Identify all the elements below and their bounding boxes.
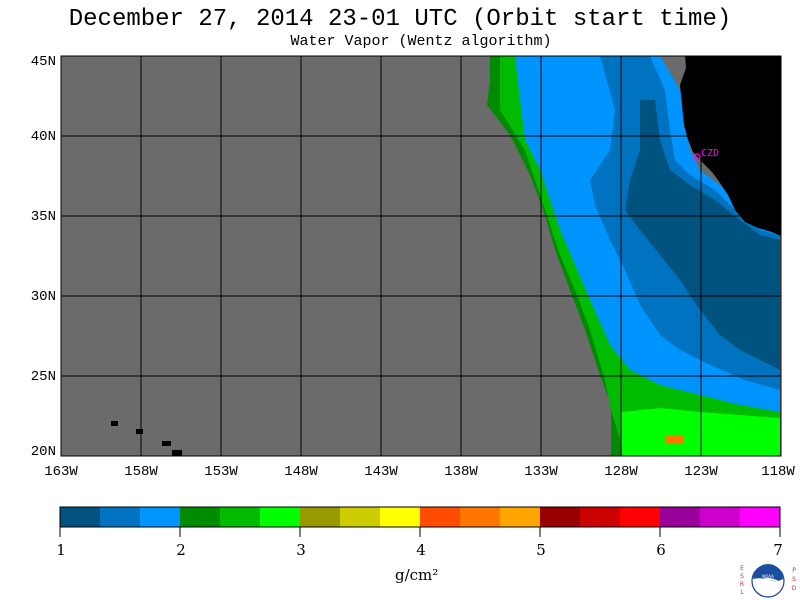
colorbar-swatch <box>140 507 181 527</box>
colorbar-swatch <box>300 507 341 527</box>
island-maui <box>162 441 171 446</box>
latitude-labels: 45N 40N 35N 30N 25N 20N <box>31 54 56 460</box>
colorbar-swatch <box>620 507 661 527</box>
map-frame <box>60 55 782 457</box>
colorbar-tick-label: 4 <box>416 541 426 559</box>
logo-psd-letter: S <box>792 576 796 583</box>
island-kauai <box>111 421 118 426</box>
logo-esrl-letter: L <box>740 589 744 596</box>
colorbar-swatch <box>100 507 141 527</box>
colorbar-tick-label: 5 <box>536 541 546 559</box>
logo-psd-letter: D <box>792 585 797 592</box>
colorbar-swatch <box>660 507 701 527</box>
noaa-logo: E S R L P S D NOAA <box>740 564 797 598</box>
lat-label: 35N <box>31 209 56 225</box>
station-label: CZD <box>701 148 719 159</box>
noaa-seal-top <box>753 564 783 582</box>
lon-label: 163W <box>44 464 78 480</box>
logo-psd-letter: P <box>792 567 796 574</box>
colorbar-tick-label: 6 <box>656 541 666 559</box>
lat-label: 30N <box>31 289 56 305</box>
lon-label: 158W <box>124 464 158 480</box>
swath-band-dark-blue <box>625 100 780 370</box>
colorbar-swatch <box>700 507 741 527</box>
colorbar-swatch <box>380 507 421 527</box>
colorbar-tick-label: 2 <box>176 541 186 559</box>
colorbar-swatch <box>540 507 581 527</box>
lon-label: 128W <box>604 464 638 480</box>
swath-band-dark-green <box>487 56 622 456</box>
lat-label: 45N <box>31 54 56 70</box>
map-title: December 27, 2014 23-01 UTC (Orbit start… <box>68 6 732 33</box>
logo-esrl-letter: R <box>740 581 744 588</box>
map-grid <box>61 56 781 456</box>
colorbar-swatch <box>740 507 781 527</box>
colorbar-unit-label: g/cm² <box>395 566 439 584</box>
lat-label: 25N <box>31 369 56 385</box>
map-subtitle: Water Vapor (Wentz algorithm) <box>290 33 552 50</box>
colorbar-swatch <box>180 507 221 527</box>
logo-esrl-letter: E <box>740 565 744 572</box>
colorbar-swatch <box>500 507 541 527</box>
lon-label: 123W <box>684 464 718 480</box>
colorbar-tick-labels: 1 2 3 4 5 6 7 <box>56 541 783 559</box>
colorbar-swatch <box>260 507 301 527</box>
lat-label: 20N <box>31 444 56 460</box>
colorbar-tick-label: 1 <box>56 541 66 559</box>
colorbar-swatch <box>460 507 501 527</box>
lon-label: 153W <box>204 464 238 480</box>
swath-patch-orange <box>665 436 683 444</box>
noaa-bird-icon <box>756 578 780 582</box>
colorbar-swatches <box>60 507 781 527</box>
colorbar-swatch <box>420 507 461 527</box>
logo-esrl-letter: S <box>740 573 744 580</box>
longitude-labels: 163W 158W 153W 148W 143W 138W 133W 128W … <box>44 464 795 480</box>
noaa-seal-text: NOAA <box>762 574 774 579</box>
colorbar-swatch <box>60 507 101 527</box>
island-oahu <box>136 429 143 434</box>
colorbar-swatch <box>220 507 261 527</box>
colorbar-tick-label: 3 <box>296 541 306 559</box>
colorbar-tick-label: 7 <box>773 541 783 559</box>
island-hawaii <box>172 450 182 456</box>
lon-label: 138W <box>444 464 478 480</box>
colorbar-swatch <box>580 507 621 527</box>
lon-label: 148W <box>284 464 318 480</box>
colorbar-swatch <box>340 507 381 527</box>
lon-label: 143W <box>364 464 398 480</box>
land-north-america <box>680 56 781 236</box>
lon-label: 133W <box>524 464 558 480</box>
lat-label: 40N <box>31 129 56 145</box>
station-marker <box>693 153 701 161</box>
lon-label: 118W <box>761 464 795 480</box>
